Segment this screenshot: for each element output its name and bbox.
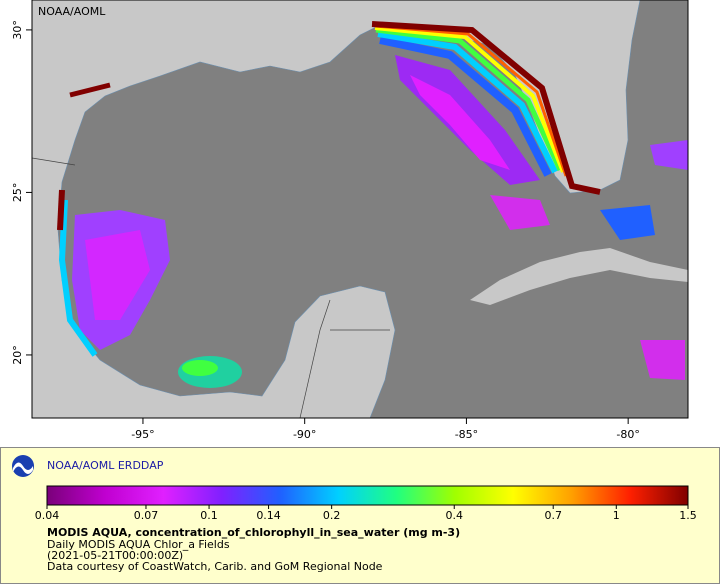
noaa-logo	[12, 455, 34, 477]
colorbar-tick-label: 1	[613, 509, 620, 522]
legend-line: (2021-05-21T00:00:00Z)	[47, 549, 183, 562]
colorbar	[46, 485, 689, 506]
cuba	[470, 248, 688, 305]
y-tick-label: 30°	[11, 20, 24, 40]
colorbar-tick-label: 0.2	[323, 509, 341, 522]
colorbar-ticks: 0.04 0.07 0.1 0.14 0.2 0.4 0.7 1 1.5	[35, 505, 697, 522]
colorbar-tick-label: 1.5	[679, 509, 697, 522]
map-area: NOAA/AOML	[32, 0, 688, 418]
y-tick-label: 20°	[11, 345, 24, 365]
axes: -95° -90° -85° -80° 20° 25° 30°	[11, 20, 640, 441]
legend-line: Daily MODIS AQUA Chlor_a Fields	[47, 538, 230, 551]
x-tick-label: -80°	[616, 428, 639, 441]
y-tick-label: 25°	[11, 183, 24, 203]
brand: NOAA/AOML ERDDAP	[47, 459, 164, 472]
x-tick-label: -85°	[455, 428, 478, 441]
legend-title: MODIS AQUA, concentration_of_chlorophyll…	[47, 526, 460, 539]
colorbar-tick-label: 0.07	[134, 509, 159, 522]
legend-panel	[0, 447, 720, 584]
chlorophyll-pixels	[57, 21, 688, 388]
colorbar-tick-label: 0.4	[445, 509, 463, 522]
borders	[32, 157, 390, 418]
land	[32, 0, 641, 418]
colorbar-tick-label: 0.1	[200, 509, 218, 522]
colorbar-tick-label: 0.04	[35, 509, 60, 522]
colorbar-tick-label: 0.7	[544, 509, 562, 522]
x-tick-label: -90°	[293, 428, 316, 441]
colorbar-tick-label: 0.14	[256, 509, 281, 522]
watermark: NOAA/AOML	[38, 5, 106, 18]
map-frame	[31, 0, 689, 419]
legend-line: Data courtesy of CoastWatch, Carib. and …	[47, 560, 383, 573]
x-tick-label: -95°	[131, 428, 154, 441]
